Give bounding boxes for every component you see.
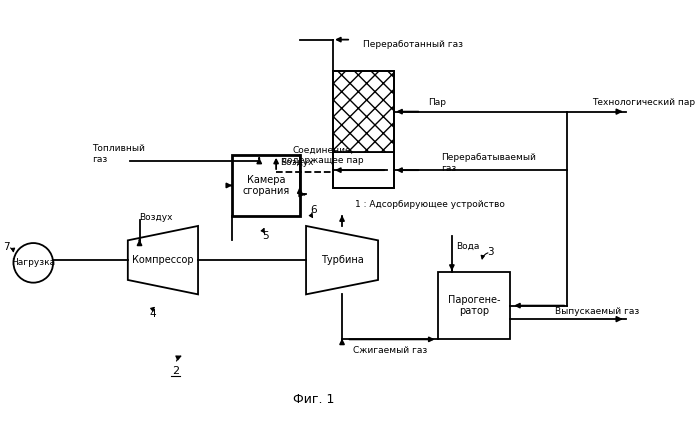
Bar: [333, 152, 394, 188]
Text: 6: 6: [310, 205, 317, 215]
Text: Сжигаемый газ: Сжигаемый газ: [353, 346, 427, 355]
Text: Вода: Вода: [456, 242, 480, 251]
Polygon shape: [128, 226, 198, 294]
Text: Нагрузка: Нагрузка: [11, 259, 55, 267]
Text: 2: 2: [172, 366, 179, 376]
Text: Переработанный газ: Переработанный газ: [363, 40, 463, 48]
Text: Топливный
газ: Топливный газ: [92, 144, 145, 164]
Text: 3: 3: [487, 247, 494, 257]
Text: Парогене-
ратор: Парогене- ратор: [448, 295, 500, 317]
Text: Компрессор: Компрессор: [132, 255, 194, 265]
Bar: [333, 71, 394, 188]
Text: 5: 5: [263, 231, 269, 241]
Text: Выпускаемый газ: Выпускаемый газ: [556, 307, 640, 316]
Text: Пар: Пар: [428, 98, 447, 107]
Text: Воздух: Воздух: [280, 158, 313, 168]
Text: Соединение,
содержащее пар: Соединение, содержащее пар: [282, 146, 363, 165]
Text: Камера
сгорания: Камера сгорания: [243, 174, 289, 196]
Text: Технологический пар: Технологический пар: [592, 98, 696, 107]
Text: 1 : Адсорбирующее устройство: 1 : Адсорбирующее устройство: [354, 200, 505, 209]
Text: Воздух: Воздух: [139, 213, 173, 223]
Text: 7: 7: [3, 242, 10, 252]
Text: 4: 4: [150, 309, 157, 319]
Polygon shape: [306, 226, 378, 294]
Text: Турбина: Турбина: [321, 255, 363, 265]
Text: Фиг. 1: Фиг. 1: [294, 393, 335, 406]
Text: Перерабатываемый
газ: Перерабатываемый газ: [441, 153, 536, 173]
Bar: [232, 155, 300, 216]
Bar: [438, 272, 510, 339]
Bar: [333, 71, 394, 152]
